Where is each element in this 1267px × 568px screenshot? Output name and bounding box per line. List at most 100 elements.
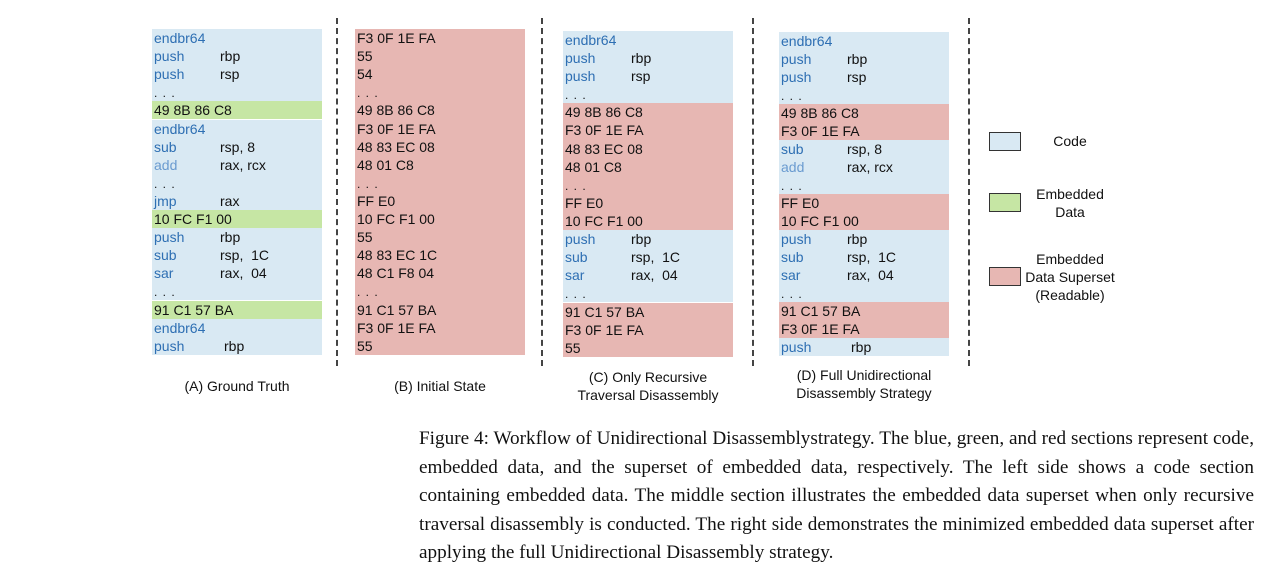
opcode: add [781,159,805,175]
operand: rbp [220,229,241,246]
superset-block: F3 0F 1E FA 55 54. . . 49 8B 86 C8 F3 0F 1E … [355,29,525,355]
ellipsis: . . . [565,287,587,302]
hex-bytes-line: 91 C1 57 BA [357,301,437,318]
hex-bytes-line: 55 [357,337,373,354]
instruction-line: add rax, rcx [781,158,893,176]
operand: rsp [220,66,240,83]
opcode: sub [781,141,804,157]
instruction-line: sub rsp, 1C [781,248,896,266]
hex-bytes-line: FF E0 [781,195,820,211]
instruction-line: push rsp [565,67,650,85]
operand: rbp [224,337,245,354]
code-block: endbr64 push rbp push rsp . . . [779,32,949,104]
ellipsis: . . . [154,285,176,300]
panel-caption: (D) Full Unidirectional Disassembly Strat… [764,366,964,402]
ellipsis-line: . . . [154,83,176,101]
panel-caption: (C) Only Recursive Traversal Disassembly [548,368,748,404]
operand: rax, 04 [847,267,894,283]
legend-label-line: Embedded [1036,186,1104,202]
instruction-line: push rsp [781,68,866,86]
ellipsis-line: . . . [357,282,379,300]
opcode: jmp [154,192,177,209]
opcode: add [154,156,178,173]
legend-label: Code [1010,132,1130,150]
opcode: sub [154,247,177,264]
hex-bytes-line: 48 83 EC 08 [357,138,435,155]
ellipsis: . . . [357,285,379,300]
superset-block: 49 8B 86 C8 F3 0F 1E FA [779,104,949,140]
operand: rsp, 1C [220,247,270,264]
divider-1 [336,18,338,366]
ellipsis: . . . [781,287,803,301]
hex-bytes-line: 91 C1 57 BA [154,301,234,318]
opcode: push [154,48,185,65]
operand: rbp [220,48,241,65]
embedded-data-block: 10 FC F1 00 [152,210,322,229]
ellipsis: . . . [357,176,379,191]
hex-bytes-line: 10 FC F1 00 [565,212,643,229]
ellipsis: . . . [357,86,379,101]
instruction-line: sub rsp, 8 [781,140,882,158]
operand: rbp [631,231,652,248]
operand: rsp, 8 [220,138,256,155]
panel-caption: (B) Initial State [340,377,540,395]
hex-bytes-line: 55 [565,339,581,356]
operand: rbp [851,339,872,355]
code-block: push rbp sub rsp, 1C sar rax, 04 . . . [152,228,322,301]
instruction-line: endbr64 [781,32,847,50]
divider-4 [968,18,970,366]
figure-caption: Figure 4: Workflow of Unidirectional Dis… [419,428,1254,563]
hex-bytes-line: 54 [357,66,373,83]
hex-bytes-line: 10 FC F1 00 [154,211,232,227]
instruction-line: sar rax, 04 [154,264,267,282]
instruction-line: push rbp [154,228,240,246]
panel-caption: (A) Ground Truth [137,377,337,395]
opcode: sar [781,267,801,283]
opcode: push [565,68,596,85]
ellipsis: . . . [565,88,587,103]
legend-label: Embedded Data [1010,185,1130,221]
ellipsis-line: . . . [154,282,176,300]
hex-bytes-line: 49 8B 86 C8 [154,102,232,119]
opcode: push [781,231,812,247]
instruction-line: sub rsp, 8 [154,138,255,156]
hex-bytes-line: 48 01 C8 [357,156,414,173]
instruction-line: push rbp [781,230,867,248]
divider-2 [541,18,543,366]
operand: rbp [847,51,868,67]
hex-bytes-line: F3 0F 1E FA [565,321,644,338]
ellipsis: . . . [154,86,176,101]
opcode: sar [565,267,585,284]
instruction-line: push rbp [781,50,867,68]
hex-bytes-line: F3 0F 1E FA [781,321,860,337]
instruction-line: endbr64 [154,319,220,337]
opcode: push [154,229,185,246]
opcode: sub [781,249,804,265]
instruction-line: sub rsp, 1C [154,246,269,264]
opcode: endbr64 [565,32,617,48]
embedded-data-block: 49 8B 86 C8 [152,101,322,120]
legend-swatch-sup [989,267,1021,286]
panel-caption-line: (C) Only Recursive [588,369,708,385]
opcode: push [154,337,185,354]
code-block: sub rsp, 8 add rax, rcx . . . [779,140,949,194]
hex-bytes-line: F3 0F 1E FA [565,122,644,139]
instruction-line: endbr64 [565,31,631,49]
operand: rax, 04 [220,265,267,282]
ellipsis-line: . . . [565,284,587,302]
operand: rsp, 1C [847,249,897,265]
ellipsis: . . . [154,176,176,191]
instruction-line: sub rsp, 1C [565,248,680,266]
hex-bytes-line: 10 FC F1 00 [781,213,859,229]
hex-bytes-line: 48 83 EC 1C [357,247,438,264]
legend-label-line: (Readable) [1035,287,1105,303]
hex-bytes-line: 48 C1 F8 04 [357,265,435,282]
legend-label-line: Data Superset [1025,269,1115,285]
instruction-line: push rbp [565,49,651,67]
operand: rsp, 1C [631,249,681,266]
code-block: endbr64 sub rsp, 8 add rax, rcx . . . jmp rax [152,119,322,210]
opcode: push [565,231,596,248]
opcode: sub [565,249,588,266]
legend-swatch-emb [989,193,1021,212]
instruction-line: push rbp [781,338,871,356]
